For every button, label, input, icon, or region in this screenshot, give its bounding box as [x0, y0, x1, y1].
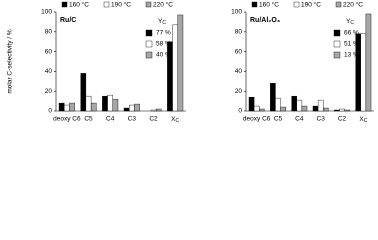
- bar: [280, 106, 286, 112]
- bar: [64, 104, 70, 112]
- bar: [58, 102, 65, 112]
- legend-label: 220 °C: [343, 1, 363, 9]
- bar: [102, 95, 108, 112]
- legend-value: 13 %: [344, 52, 359, 59]
- bar: [312, 105, 319, 112]
- legend-title: YC: [346, 18, 354, 27]
- legend-label: 220 °C: [153, 1, 173, 9]
- x-tick-label-main: X: [171, 116, 176, 123]
- legend-title-sub: C: [162, 20, 166, 26]
- legend-title-main: Y: [158, 18, 163, 25]
- legend-value: 66 %: [344, 30, 359, 37]
- x-tick-label-sub: C: [364, 118, 368, 124]
- bar: [275, 97, 281, 112]
- x-tick-label-sub: C: [176, 118, 180, 124]
- chart-title: Ru/Al₂O₃: [250, 17, 280, 24]
- legend-label: 190 °C: [301, 1, 321, 9]
- bar: [344, 109, 350, 112]
- y-tick-label: 0: [238, 108, 242, 115]
- legend-swatch: [61, 1, 68, 8]
- legend-swatch: [145, 1, 152, 8]
- x-tick-label: C2: [149, 116, 158, 123]
- bar: [360, 33, 367, 112]
- x-tick-label: C4: [106, 116, 115, 123]
- bar: [323, 107, 329, 112]
- bar: [69, 102, 75, 112]
- bar: [123, 107, 130, 112]
- x-tick-label: C2: [338, 116, 347, 123]
- legend-title: YC: [158, 18, 166, 27]
- bar: [155, 108, 162, 112]
- bar: [248, 96, 255, 112]
- bar: [291, 95, 297, 112]
- bar: [365, 13, 372, 112]
- y-tick-label: 20: [235, 88, 243, 95]
- y-tick-label: 60: [45, 48, 53, 55]
- legend-label: 160 °C: [259, 1, 279, 9]
- x-tick-label-main: X: [359, 116, 364, 123]
- bar: [301, 105, 308, 112]
- legend-swatch: [333, 40, 341, 48]
- chart-title: Ru/C: [60, 17, 76, 24]
- legend-swatch: [145, 51, 153, 59]
- bar: [134, 103, 140, 112]
- x-tick-label: C3: [317, 116, 326, 123]
- y-tick-label: 100: [41, 9, 52, 16]
- y-tick-label: 20: [45, 88, 53, 95]
- bar: [90, 102, 97, 112]
- legend-swatch: [145, 29, 153, 37]
- x-tick-label: XC: [171, 116, 179, 125]
- chart: 0 20 40 60 80 100 molar C-selectivity / % deoxy…: [7, 1, 374, 125]
- bar: [112, 98, 119, 112]
- x-tick-label: C5: [274, 116, 283, 123]
- legend-swatch: [293, 1, 300, 8]
- legend-label: 190 °C: [111, 1, 131, 9]
- bar: [296, 99, 303, 112]
- legend-value: 77 %: [156, 30, 171, 37]
- bar: [129, 104, 135, 112]
- x-tick-label: deoxy C6: [53, 116, 81, 123]
- y-tick-label: 80: [235, 29, 243, 36]
- y-tick-label: 0: [48, 108, 52, 115]
- y-tick-label: 40: [235, 68, 243, 75]
- legend-swatch: [145, 40, 153, 48]
- x-tick-label: C4: [295, 116, 304, 123]
- bar: [177, 14, 184, 112]
- legend-value: 51 %: [344, 41, 359, 48]
- x-tick-label: XC: [359, 116, 367, 125]
- legend-swatch: [333, 51, 341, 59]
- x-tick-label: deoxy C6: [243, 116, 271, 123]
- bar: [270, 83, 276, 112]
- bar: [253, 105, 260, 112]
- y-tick-label: 80: [45, 29, 53, 36]
- y-axis-title: molar C-selectivity / %: [7, 29, 14, 94]
- y-tick-label: 40: [45, 68, 53, 75]
- bar: [150, 109, 157, 112]
- legend-label: 160 °C: [69, 1, 89, 9]
- bar: [317, 99, 324, 112]
- bar: [107, 94, 113, 112]
- bar: [172, 24, 178, 112]
- x-tick-label: C3: [128, 116, 137, 123]
- legend-swatch: [335, 1, 342, 8]
- legend-swatch: [103, 1, 110, 8]
- bar: [339, 108, 345, 112]
- y-tick-label: 100: [231, 9, 242, 16]
- legend-value: 58 %: [156, 41, 171, 48]
- bar: [80, 73, 87, 112]
- legend-swatch: [251, 1, 258, 8]
- legend-title-main: Y: [346, 18, 351, 25]
- x-tick-label: C5: [84, 116, 93, 123]
- bar: [85, 95, 92, 112]
- bar: [334, 109, 340, 112]
- y-tick-label: 60: [235, 48, 243, 55]
- legend-swatch: [333, 29, 341, 37]
- bar: [259, 108, 265, 112]
- legend-value: 40 %: [156, 52, 171, 59]
- legend-title-sub: C: [350, 20, 354, 26]
